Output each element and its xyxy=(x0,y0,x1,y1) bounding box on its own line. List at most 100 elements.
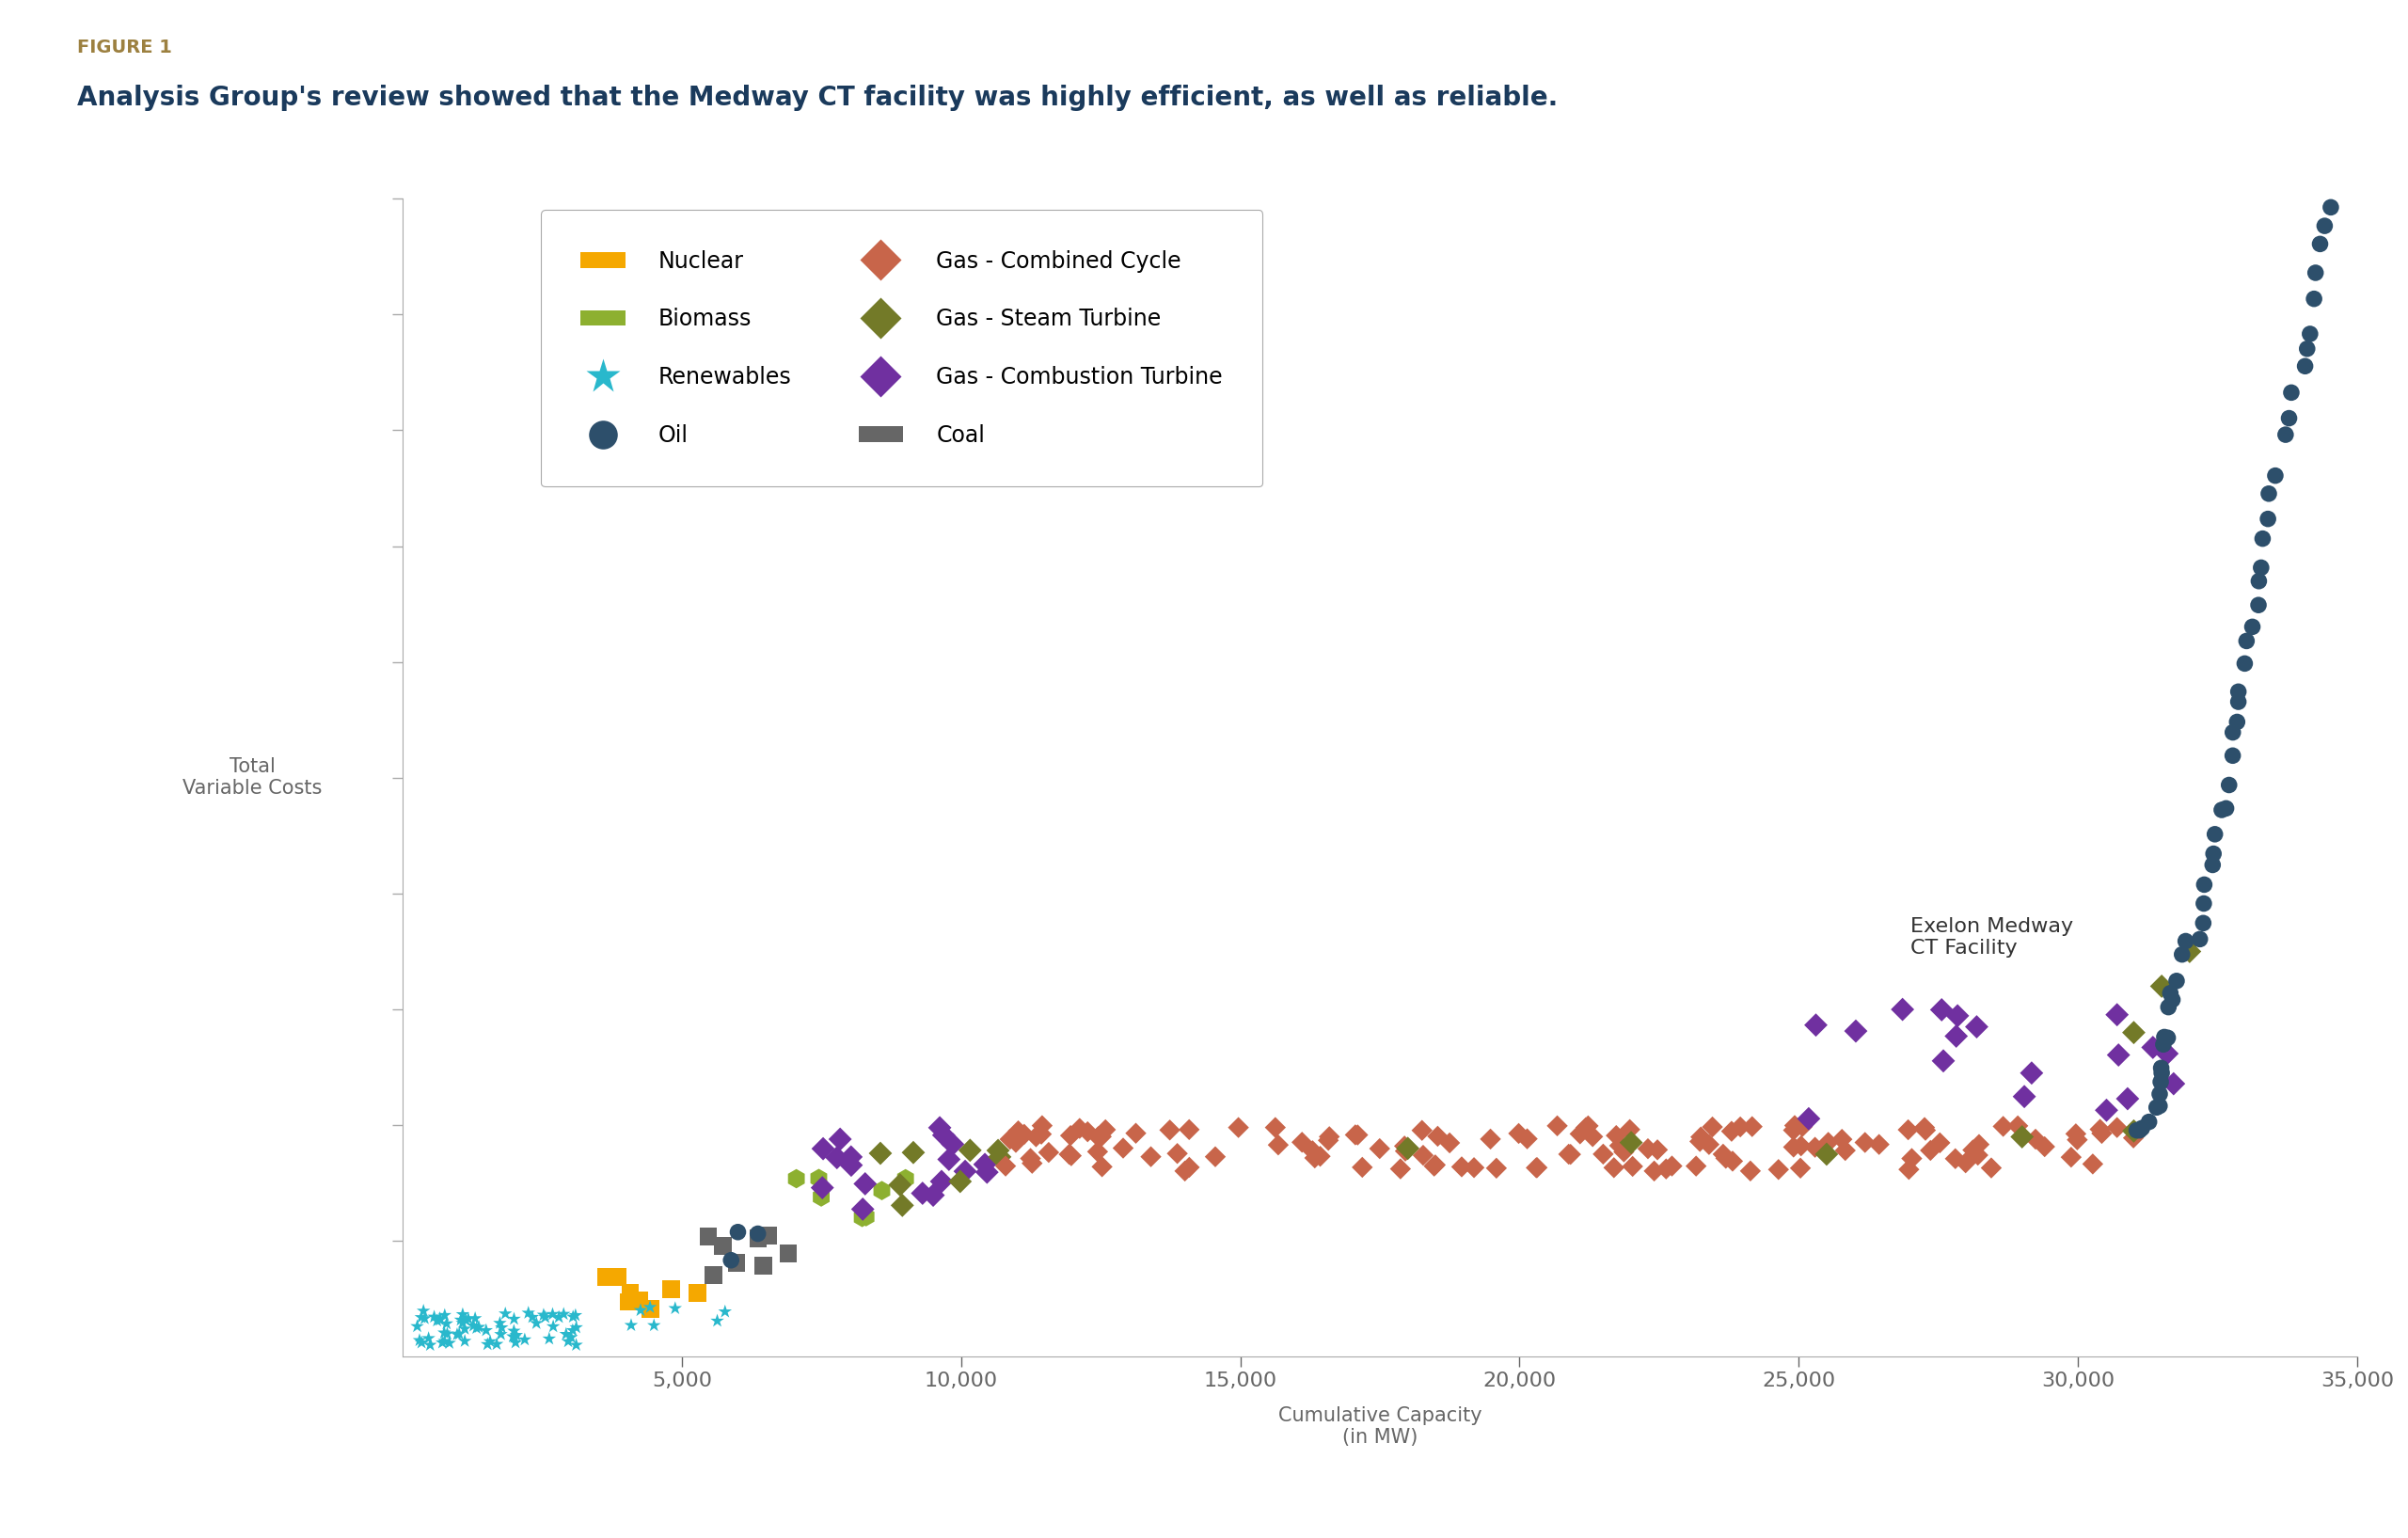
Point xyxy=(1052,1123,1091,1147)
Point xyxy=(2239,569,2278,594)
Point xyxy=(1442,1155,1481,1180)
Point xyxy=(1031,1140,1069,1164)
Point xyxy=(421,1307,460,1332)
Point xyxy=(713,1247,751,1272)
Point xyxy=(804,1137,843,1161)
Point xyxy=(513,1304,551,1329)
Point xyxy=(1796,1135,1835,1160)
Point xyxy=(1004,1123,1043,1147)
Point xyxy=(862,1141,901,1166)
Point xyxy=(739,1226,778,1250)
Point xyxy=(2196,821,2235,846)
Point xyxy=(482,1315,520,1340)
Point xyxy=(1050,1143,1088,1167)
Point xyxy=(1958,1015,1996,1040)
Point xyxy=(1454,1155,1493,1180)
Point xyxy=(2121,1118,2160,1143)
Point xyxy=(1890,1157,1929,1181)
Point xyxy=(920,1115,958,1140)
Point xyxy=(2242,555,2280,580)
Point xyxy=(831,1144,869,1169)
Point xyxy=(1310,1127,1348,1152)
Point xyxy=(1936,1024,1975,1049)
Point xyxy=(549,1329,588,1353)
Point xyxy=(915,1183,954,1207)
Point xyxy=(2225,651,2264,675)
Point xyxy=(1023,1114,1062,1138)
Point xyxy=(1476,1157,1515,1181)
Point xyxy=(2114,1020,2153,1044)
Point xyxy=(999,1118,1038,1143)
Point xyxy=(2143,1032,2182,1057)
Point xyxy=(881,1172,920,1197)
Point xyxy=(539,1304,578,1329)
Point xyxy=(1707,1146,1746,1170)
Point xyxy=(1584,1141,1623,1166)
Point xyxy=(2143,1055,2182,1080)
Point xyxy=(843,1206,881,1230)
Point xyxy=(843,1197,881,1221)
Point xyxy=(1714,1149,1753,1173)
Point xyxy=(980,1144,1019,1169)
Point xyxy=(1416,1152,1454,1177)
Point xyxy=(486,1301,525,1326)
Point xyxy=(2227,629,2266,654)
Point xyxy=(1847,1130,1885,1155)
Point xyxy=(2081,1117,2119,1141)
Point xyxy=(821,1127,860,1152)
Point xyxy=(2182,927,2220,952)
Point xyxy=(2088,1098,2126,1123)
Point xyxy=(799,1166,838,1190)
Point xyxy=(1789,1106,1828,1130)
Point xyxy=(2266,423,2304,448)
Point xyxy=(2220,680,2259,704)
Point xyxy=(508,1301,547,1326)
Point xyxy=(2184,872,2223,897)
Point xyxy=(2285,354,2324,378)
Point xyxy=(1722,1115,1760,1140)
Point xyxy=(2138,1095,2177,1120)
Point xyxy=(2148,1026,2186,1050)
Point xyxy=(1775,1114,1813,1138)
Point xyxy=(2141,1069,2179,1094)
Point xyxy=(2143,1061,2182,1086)
Point xyxy=(718,1220,756,1244)
Text: Exelon Medway
CT Facility: Exelon Medway CT Facility xyxy=(1910,917,2073,957)
Point xyxy=(1613,1154,1652,1178)
Point xyxy=(494,1318,532,1343)
Point xyxy=(1652,1154,1690,1178)
Point xyxy=(405,1298,443,1323)
Point xyxy=(1734,1115,1772,1140)
Point xyxy=(1760,1157,1799,1181)
Point xyxy=(2097,1003,2136,1027)
Point xyxy=(2170,940,2208,964)
Point xyxy=(1416,1154,1454,1178)
Point xyxy=(1705,1141,1743,1166)
Point xyxy=(441,1321,479,1346)
Point xyxy=(482,1310,520,1335)
Point xyxy=(2213,743,2251,767)
Point xyxy=(426,1303,465,1327)
Point xyxy=(1960,1132,1999,1157)
Point xyxy=(1170,1155,1209,1180)
Point xyxy=(2153,987,2191,1012)
Point xyxy=(2025,1135,2064,1160)
Point xyxy=(400,1327,438,1352)
Point xyxy=(1021,1121,1060,1146)
Point xyxy=(2244,526,2283,551)
Point xyxy=(2290,321,2329,346)
Point xyxy=(2114,1118,2153,1143)
Point xyxy=(1548,1141,1587,1166)
Point xyxy=(1344,1155,1382,1180)
Point xyxy=(2184,891,2223,915)
Point xyxy=(2273,380,2312,404)
Point xyxy=(496,1323,535,1347)
Point xyxy=(402,1330,441,1355)
Point xyxy=(544,1301,583,1326)
Point xyxy=(1517,1155,1556,1180)
Point xyxy=(1404,1143,1442,1167)
Point xyxy=(2155,1072,2194,1097)
Point xyxy=(556,1303,595,1327)
Point xyxy=(925,1123,963,1147)
Point xyxy=(2206,797,2244,821)
